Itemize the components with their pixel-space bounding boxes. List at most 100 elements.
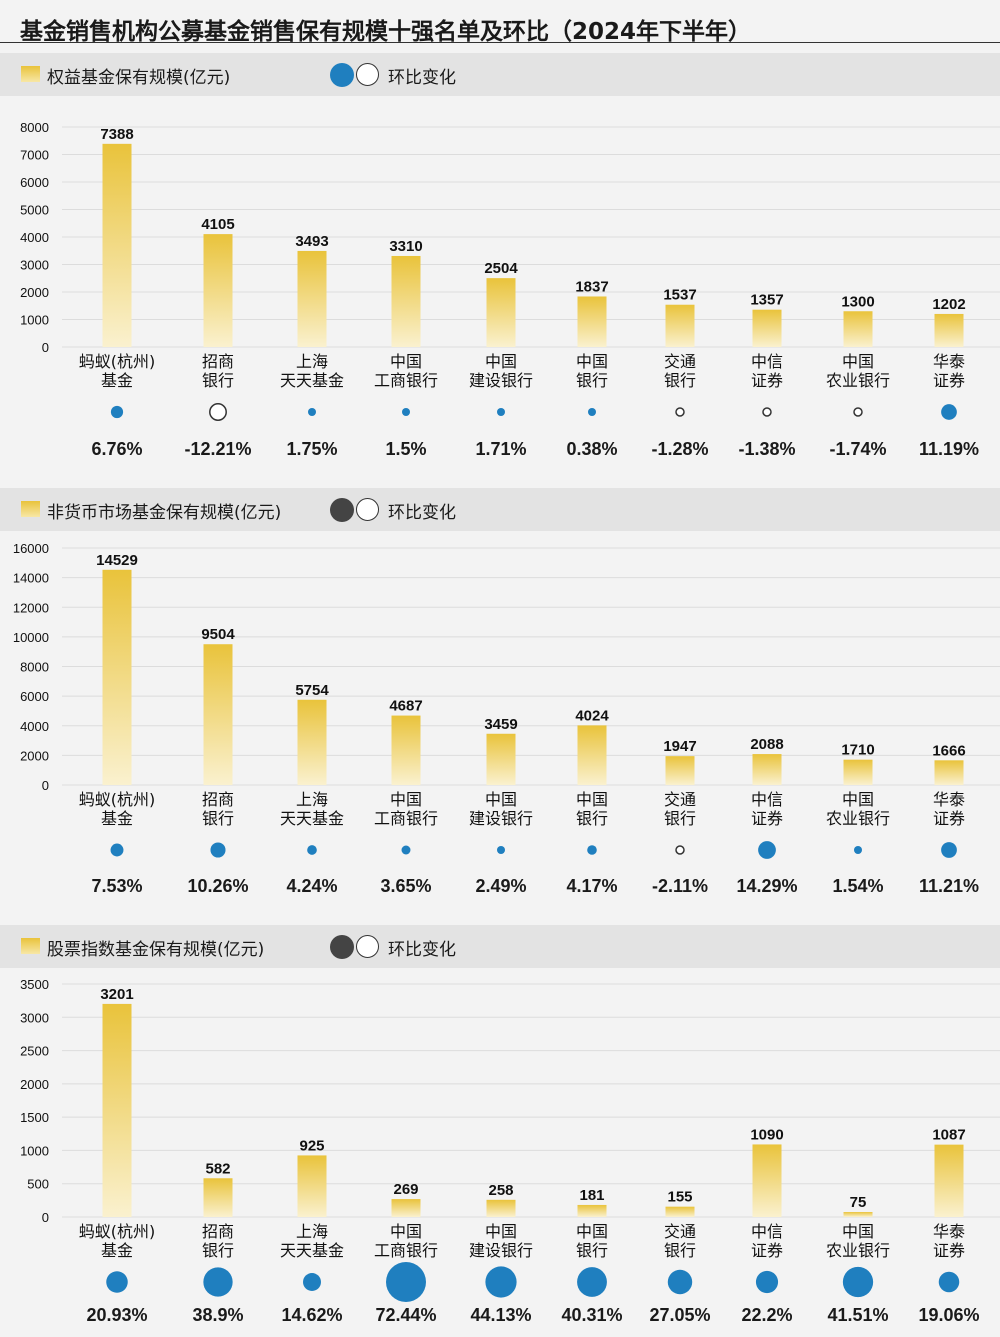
change-percent-label: 14.62%	[281, 1305, 343, 1325]
x-category-label: 证券	[751, 1241, 783, 1260]
bar-value-label: 1947	[663, 738, 696, 755]
bar	[391, 1199, 421, 1217]
x-category-label: 华泰	[933, 790, 965, 809]
change-dot-filled	[303, 1273, 321, 1291]
bar-value-label: 2504	[484, 260, 518, 277]
legend-hollow-circle-icon	[356, 935, 379, 958]
bar	[297, 699, 327, 785]
bar	[486, 278, 516, 347]
bar	[203, 234, 233, 347]
x-category-label: 中国	[485, 352, 517, 371]
bar	[203, 1178, 233, 1217]
y-tick-label: 3000	[20, 258, 49, 273]
x-category-label: 银行	[202, 1241, 234, 1260]
x-category-label: 中国	[842, 352, 874, 371]
bar	[391, 255, 421, 347]
change-dot-filled	[941, 842, 957, 858]
change-percent-label: 1.75%	[286, 439, 338, 459]
x-category-label: 银行	[576, 371, 608, 390]
bar	[843, 1212, 873, 1217]
change-dot-filled	[110, 405, 124, 419]
change-dot-filled	[941, 404, 957, 420]
bar-value-label: 2088	[750, 736, 783, 753]
x-category-label: 招商	[202, 1222, 234, 1241]
x-category-label: 银行	[202, 371, 234, 390]
bar-value-label: 4687	[389, 698, 422, 715]
bar	[843, 759, 873, 785]
x-category-label: 上海	[296, 790, 328, 809]
bar-value-label: 582	[205, 1160, 230, 1177]
change-percent-label: 72.44%	[375, 1305, 437, 1325]
x-category-label: 银行	[664, 371, 696, 390]
change-percent-label: 27.05%	[649, 1305, 711, 1325]
change-dot-filled	[758, 841, 776, 859]
change-dot-filled	[401, 845, 411, 855]
x-category-label: 银行	[576, 1241, 608, 1260]
change-percent-label: 40.31%	[561, 1305, 623, 1325]
bar-value-label: 155	[667, 1189, 692, 1206]
section-title: 权益基金保有规模(亿元)	[47, 68, 231, 88]
x-category-label: 中国	[485, 1222, 517, 1241]
change-values-row: 7.53% 10.26% 4.24% 3.65% 2.49% 4.17% -2.11% 14.…	[0, 876, 1000, 900]
y-tick-label: 7000	[20, 148, 49, 163]
x-category-label: 招商	[202, 352, 234, 371]
bar	[752, 754, 782, 785]
change-percent-label: 0.38%	[566, 439, 618, 459]
x-category-label: 工商银行	[374, 1241, 438, 1260]
bar-value-label: 4105	[201, 216, 234, 233]
change-dot-filled	[497, 408, 505, 416]
x-category-label: 中国	[576, 352, 608, 371]
y-tick-label: 2000	[20, 285, 49, 300]
bar-value-label: 75	[850, 1194, 867, 1211]
bar-value-label: 5754	[295, 682, 329, 699]
change-percent-label: 7.53%	[91, 876, 143, 896]
change-dot-hollow	[762, 407, 772, 417]
y-tick-label: 8000	[20, 660, 49, 675]
legend-filled-circle-icon	[330, 498, 354, 522]
y-tick-label: 14000	[13, 571, 49, 586]
x-category-label: 基金	[101, 809, 133, 828]
bar-value-label: 14529	[96, 552, 138, 569]
change-dot-filled	[497, 846, 505, 854]
change-percent-label: 38.9%	[192, 1305, 244, 1325]
section-header: 非货币市场基金保有规模(亿元) 环比变化	[0, 488, 1000, 531]
x-category-label: 招商	[202, 790, 234, 809]
change-percent-label: 11.19%	[918, 439, 980, 459]
change-percent-label: 19.06%	[918, 1305, 980, 1325]
x-category-label: 蚂蚁(杭州)	[79, 352, 156, 371]
bar	[665, 1206, 695, 1217]
x-category-label: 中国	[390, 1222, 422, 1241]
y-tick-label: 0	[42, 1210, 49, 1225]
x-category-label: 证券	[933, 809, 965, 828]
x-category-label: 上海	[296, 352, 328, 371]
x-category-label: 中信	[751, 1222, 783, 1241]
x-category-label: 银行	[664, 809, 696, 828]
change-percent-label: -1.38%	[738, 439, 796, 459]
x-category-label: 证券	[751, 809, 783, 828]
change-dot-filled	[587, 845, 597, 855]
y-tick-label: 4000	[20, 719, 49, 734]
section-title: 非货币市场基金保有规模(亿元)	[47, 503, 282, 523]
change-dot-hollow	[209, 403, 227, 421]
bar	[934, 313, 964, 347]
y-tick-label: 2000	[20, 1077, 49, 1092]
bar-value-label: 258	[488, 1182, 513, 1199]
bar-chart: 0 500 1000 1500 2000 2500 3000 3500 3201 蚂蚁(杭州)基金…	[20, 977, 1000, 1302]
bar	[486, 1199, 516, 1217]
y-tick-label: 500	[27, 1177, 49, 1192]
x-category-label: 华泰	[933, 352, 965, 371]
bar	[665, 756, 695, 785]
y-tick-label: 8000	[20, 120, 49, 135]
change-percent-label: 11.21%	[918, 876, 980, 896]
bar	[577, 725, 607, 785]
x-category-label: 中国	[576, 1222, 608, 1241]
bar-value-label: 181	[579, 1187, 604, 1204]
title-divider	[0, 42, 1000, 43]
change-percent-label: 10.26%	[187, 876, 249, 896]
bar	[102, 1003, 132, 1217]
bar-value-label: 1087	[932, 1127, 965, 1144]
bar	[486, 733, 516, 785]
x-category-label: 农业银行	[826, 1241, 890, 1260]
change-dot-filled	[402, 408, 410, 416]
x-category-label: 银行	[576, 809, 608, 828]
